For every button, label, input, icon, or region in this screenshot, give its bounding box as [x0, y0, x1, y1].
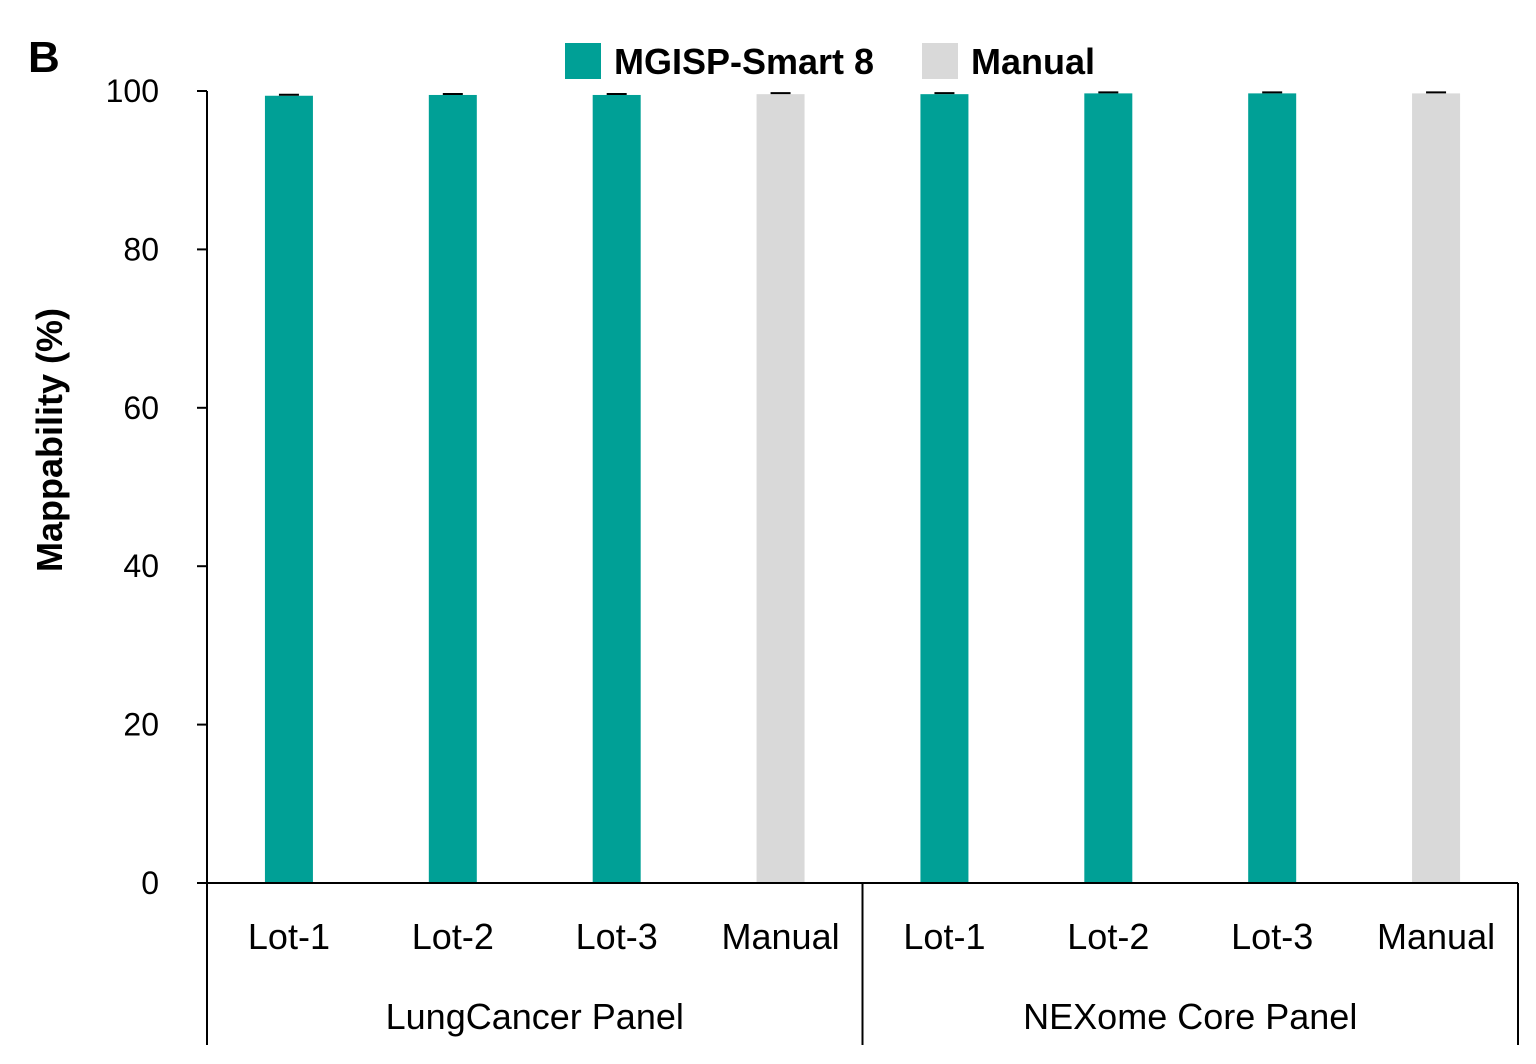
legend-label: Manual — [971, 41, 1095, 82]
bar — [1248, 93, 1297, 884]
bar — [264, 95, 313, 883]
x-axis: Lot-1 Lot-2 Lot-3 Manual LungCancer Panel Lot… — [206, 882, 1519, 1045]
bars — [264, 91, 1461, 884]
bar — [1084, 93, 1133, 884]
bar — [756, 94, 805, 884]
legend-swatch — [922, 43, 958, 79]
x-tick-label: Lot-1 — [903, 916, 985, 957]
legend: MGISP-Smart 8 Manual — [565, 41, 1095, 82]
y-tick-label: 40 — [123, 548, 159, 584]
y-tick-label: 20 — [123, 707, 159, 743]
y-tick-label: 60 — [123, 390, 159, 426]
x-tick-label: Lot-1 — [248, 916, 330, 957]
y-tick-label: 100 — [106, 73, 159, 109]
bar — [592, 94, 641, 883]
y-axis: 0 20 40 60 80 100 — [106, 73, 208, 901]
y-tick-label: 80 — [123, 231, 159, 267]
x-tick-label: Manual — [1377, 916, 1495, 957]
legend-swatch — [565, 43, 601, 79]
x-tick-label: Lot-3 — [576, 916, 658, 957]
legend-label: MGISP-Smart 8 — [614, 41, 874, 82]
y-axis-label: Mappability (%) — [29, 308, 70, 572]
x-tick-label: Lot-2 — [412, 916, 494, 957]
bar — [1412, 93, 1461, 884]
y-tick-label: 0 — [141, 865, 159, 901]
group-label: NEXome Core Panel — [1023, 996, 1357, 1037]
bar — [920, 94, 969, 884]
group-label: LungCancer Panel — [386, 996, 684, 1037]
bar — [428, 94, 477, 883]
x-tick-label: Manual — [722, 916, 840, 957]
x-tick-label: Lot-3 — [1231, 916, 1313, 957]
panel-label: B — [28, 33, 60, 82]
x-tick-label: Lot-2 — [1067, 916, 1149, 957]
